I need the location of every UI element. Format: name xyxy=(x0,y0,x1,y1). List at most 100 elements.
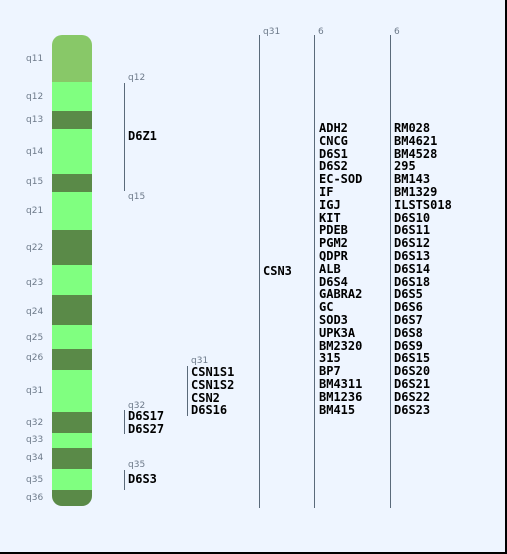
marker-csn3[interactable]: CSN3 xyxy=(263,264,292,278)
d6s3-bracket-line xyxy=(124,470,125,490)
chromosome-ideogram xyxy=(52,35,92,506)
track-b-marker[interactable]: D6S8 xyxy=(394,325,423,340)
marker-d6z1[interactable]: D6Z1 xyxy=(128,129,157,143)
band-label-q31: q31 xyxy=(26,386,44,396)
band-label-q32: q32 xyxy=(26,418,44,428)
track-b-marker[interactable]: D6S14 xyxy=(394,261,431,276)
track-b-marker[interactable]: BM4621 xyxy=(394,133,438,148)
d6s17-marker-list: D6S17 D6S27 xyxy=(128,410,164,436)
track-b-marker[interactable]: D6S10 xyxy=(394,210,431,225)
marker-csn1s1[interactable]: CSN1S1 xyxy=(191,365,235,379)
band-label-q36: q36 xyxy=(26,493,44,503)
track-a-marker[interactable]: D6S1 xyxy=(319,146,348,161)
csn3-track-line xyxy=(259,35,260,508)
band-q35 xyxy=(52,469,92,490)
track-a-marker[interactable]: D6S2 xyxy=(319,159,348,174)
band-label-q34: q34 xyxy=(26,453,44,463)
track-a-marker[interactable]: GC xyxy=(319,300,334,315)
track-b-marker[interactable]: D6S22 xyxy=(394,389,431,404)
d6z1-bottom-band-label: q15 xyxy=(128,192,146,202)
band-label-q26: q26 xyxy=(26,353,44,363)
track-a-marker[interactable]: IGJ xyxy=(319,197,341,212)
band-q36 xyxy=(52,490,92,506)
track-b-header: 6 xyxy=(394,27,400,37)
track-a-marker[interactable]: BM415 xyxy=(319,402,356,417)
track-a-header: 6 xyxy=(318,27,324,37)
csn3-track-header: q31 xyxy=(263,27,281,37)
track-a-marker[interactable]: D6S4 xyxy=(319,274,348,289)
track-b-marker[interactable]: D6S5 xyxy=(394,287,423,302)
marker-d6s3[interactable]: D6S3 xyxy=(128,472,157,486)
band-q15 xyxy=(52,174,92,192)
track-b-marker[interactable]: D6S11 xyxy=(394,223,431,238)
track-a-marker[interactable]: QDPR xyxy=(319,248,348,263)
track-b-marker-list: RM028 BM4621 BM4528 295 BM143 BM1329 ILSTS018 D… xyxy=(394,122,452,416)
track-b-line xyxy=(390,35,391,508)
track-b-marker[interactable]: D6S18 xyxy=(394,274,431,289)
band-q22 xyxy=(52,230,92,265)
band-q21 xyxy=(52,192,92,230)
track-b-marker[interactable]: D6S21 xyxy=(394,376,431,391)
d6z1-bracket-line xyxy=(124,83,125,191)
track-a-marker[interactable]: BM2320 xyxy=(319,338,363,353)
track-a-marker[interactable]: GABRA2 xyxy=(319,287,363,302)
d6s3-band-label: q35 xyxy=(128,460,146,470)
band-q33 xyxy=(52,433,92,448)
track-a-marker[interactable]: BM4311 xyxy=(319,376,363,391)
track-b-marker[interactable]: D6S15 xyxy=(394,351,431,366)
track-b-marker[interactable]: D6S9 xyxy=(394,338,423,353)
band-q26 xyxy=(52,349,92,370)
track-b-marker[interactable]: ILSTS018 xyxy=(394,197,452,212)
marker-d6s17[interactable]: D6S17 xyxy=(128,409,165,423)
band-label-q12: q12 xyxy=(26,92,44,102)
track-b-marker[interactable]: D6S13 xyxy=(394,248,431,263)
track-a-marker[interactable]: CNCG xyxy=(319,133,348,148)
band-label-q35: q35 xyxy=(26,475,44,485)
band-q31 xyxy=(52,370,92,412)
track-a-marker[interactable]: 315 xyxy=(319,351,341,366)
marker-csn1s2[interactable]: CSN1S2 xyxy=(191,377,235,392)
track-a-marker[interactable]: UPK3A xyxy=(319,325,356,340)
marker-csn2[interactable]: CSN2 xyxy=(191,390,220,405)
band-label-q22: q22 xyxy=(26,243,44,253)
d6s17-band-label: q32 xyxy=(128,401,146,411)
track-b-marker[interactable]: D6S6 xyxy=(394,300,423,315)
track-a-marker[interactable]: SOD3 xyxy=(319,312,348,327)
track-a-marker[interactable]: KIT xyxy=(319,210,341,225)
band-label-q24: q24 xyxy=(26,307,44,317)
track-a-marker[interactable]: PGM2 xyxy=(319,236,348,251)
marker-d6s27[interactable]: D6S27 xyxy=(128,421,165,436)
band-label-q21: q21 xyxy=(26,206,44,216)
track-a-marker[interactable]: BM1236 xyxy=(319,389,363,404)
band-label-q25: q25 xyxy=(26,333,44,343)
d6s17-bracket-line xyxy=(124,410,125,434)
track-b-marker[interactable]: BM1329 xyxy=(394,184,438,199)
band-q23 xyxy=(52,265,92,295)
track-b-marker[interactable]: 295 xyxy=(394,159,416,174)
track-b-marker[interactable]: RM028 xyxy=(394,121,431,135)
track-a-marker[interactable]: ADH2 xyxy=(319,121,348,135)
track-b-marker[interactable]: BM143 xyxy=(394,172,431,187)
band-q11 xyxy=(52,35,92,82)
track-a-line xyxy=(314,35,315,508)
marker-d6s16[interactable]: D6S16 xyxy=(191,403,228,418)
track-b-marker[interactable]: D6S7 xyxy=(394,312,423,327)
d6z1-top-band-label: q12 xyxy=(128,73,146,83)
band-label-q33: q33 xyxy=(26,435,44,445)
track-b-marker[interactable]: BM4528 xyxy=(394,146,438,161)
track-a-marker[interactable]: EC-SOD xyxy=(319,172,363,187)
track-a-marker[interactable]: IF xyxy=(319,184,334,199)
band-q25 xyxy=(52,325,92,349)
track-b-marker[interactable]: D6S23 xyxy=(394,402,431,417)
track-a-marker[interactable]: BP7 xyxy=(319,364,341,379)
track-b-marker[interactable]: D6S20 xyxy=(394,364,431,379)
csn-marker-list: CSN1S1 CSN1S2 CSN2 D6S16 xyxy=(191,366,234,417)
track-b-marker[interactable]: D6S12 xyxy=(394,236,431,251)
track-a-marker[interactable]: PDEB xyxy=(319,223,348,238)
csn-band-label: q31 xyxy=(191,356,209,366)
band-q12 xyxy=(52,82,92,111)
track-a-marker[interactable]: ALB xyxy=(319,261,341,276)
band-label-q15: q15 xyxy=(26,177,44,187)
csn-bracket-line xyxy=(187,366,188,416)
